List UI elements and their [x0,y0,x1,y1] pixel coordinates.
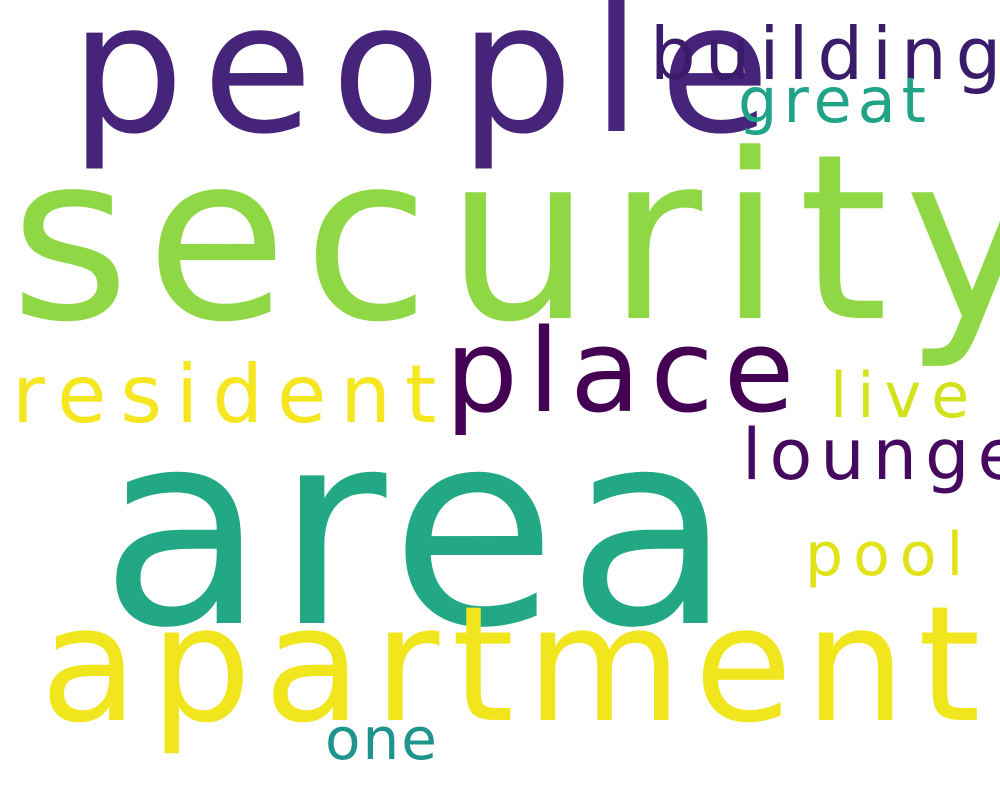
word-apartment: apartment [40,571,993,758]
word-lounge: lounge [742,414,1000,496]
word-one: one [325,705,439,773]
word-resident: resident [12,348,451,441]
word-building: building [650,12,1000,96]
word-live: live [830,359,980,432]
word-place: place [445,305,805,439]
word-great: great [738,64,932,137]
word-security: security [10,106,1000,373]
word-pool: pool [805,520,974,590]
word-area: area [100,372,743,687]
word-people: people [70,0,789,174]
